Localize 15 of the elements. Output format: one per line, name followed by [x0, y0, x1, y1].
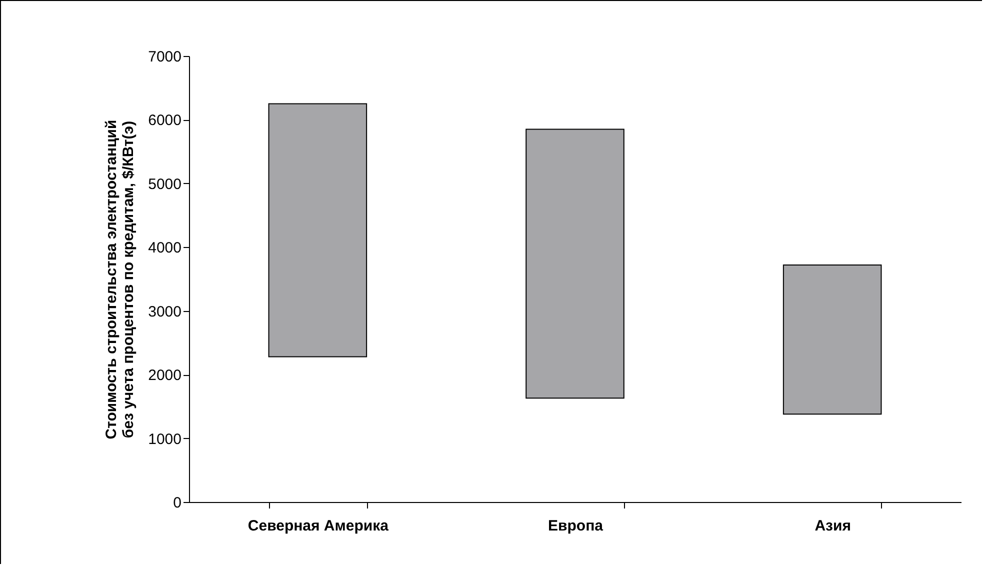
y-tick-label: 5000	[148, 176, 182, 193]
y-tick-label: 3000	[148, 303, 182, 320]
y-tick-label: 0	[173, 494, 182, 512]
y-tick-label: 2000	[148, 367, 182, 384]
x-tick-label: Европа	[548, 518, 604, 534]
y-tick-label: 7000	[148, 48, 182, 66]
y-tick-label: 4000	[148, 240, 182, 257]
y-tick-label: 1000	[148, 430, 182, 448]
y-tick-label: 6000	[148, 112, 182, 130]
x-tick-label: Северная Америка	[248, 518, 390, 534]
bar	[268, 103, 368, 358]
bar	[782, 264, 882, 415]
x-tick-label: Азия	[814, 518, 851, 534]
y-axis-title: Стоимость строительства электростанций без учета процентов по кредитам, $/КВт(э)	[103, 120, 138, 440]
bar	[526, 128, 624, 399]
